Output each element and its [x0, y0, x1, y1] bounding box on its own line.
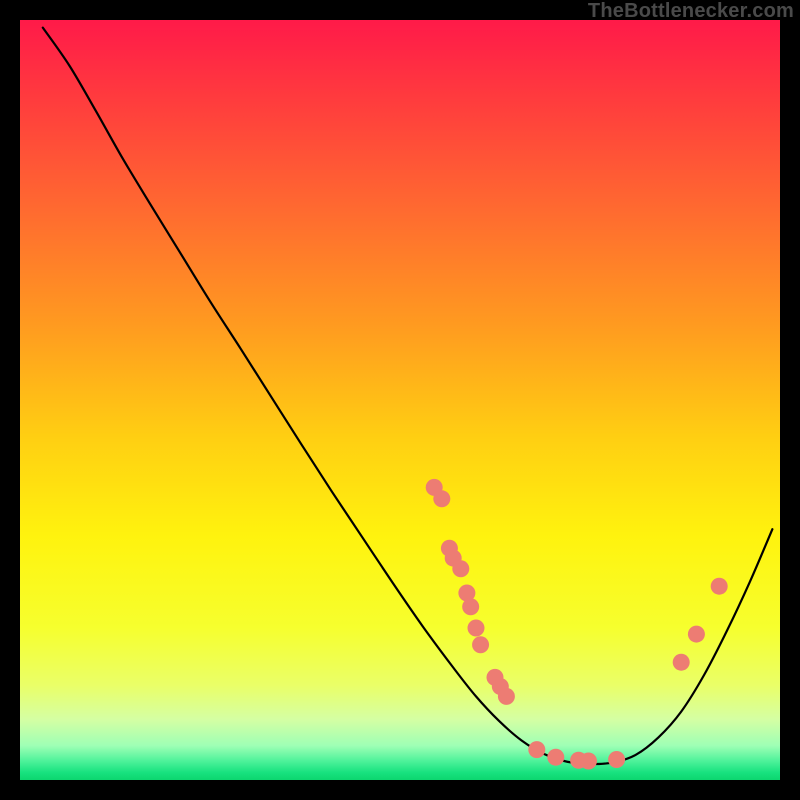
- bottleneck-chart: [0, 0, 800, 800]
- attribution-label: TheBottlenecker.com: [588, 0, 794, 23]
- data-marker: [468, 620, 485, 637]
- data-marker: [498, 688, 515, 705]
- data-marker: [608, 751, 625, 768]
- plot-background: [20, 20, 780, 780]
- data-marker: [547, 749, 564, 766]
- data-marker: [528, 741, 545, 758]
- data-marker: [580, 753, 597, 770]
- data-marker: [688, 626, 705, 643]
- data-marker: [673, 654, 690, 671]
- data-marker: [452, 560, 469, 577]
- data-marker: [711, 578, 728, 595]
- data-marker: [472, 636, 489, 653]
- chart-container: TheBottlenecker.com: [0, 0, 800, 800]
- data-marker: [462, 598, 479, 615]
- data-marker: [433, 490, 450, 507]
